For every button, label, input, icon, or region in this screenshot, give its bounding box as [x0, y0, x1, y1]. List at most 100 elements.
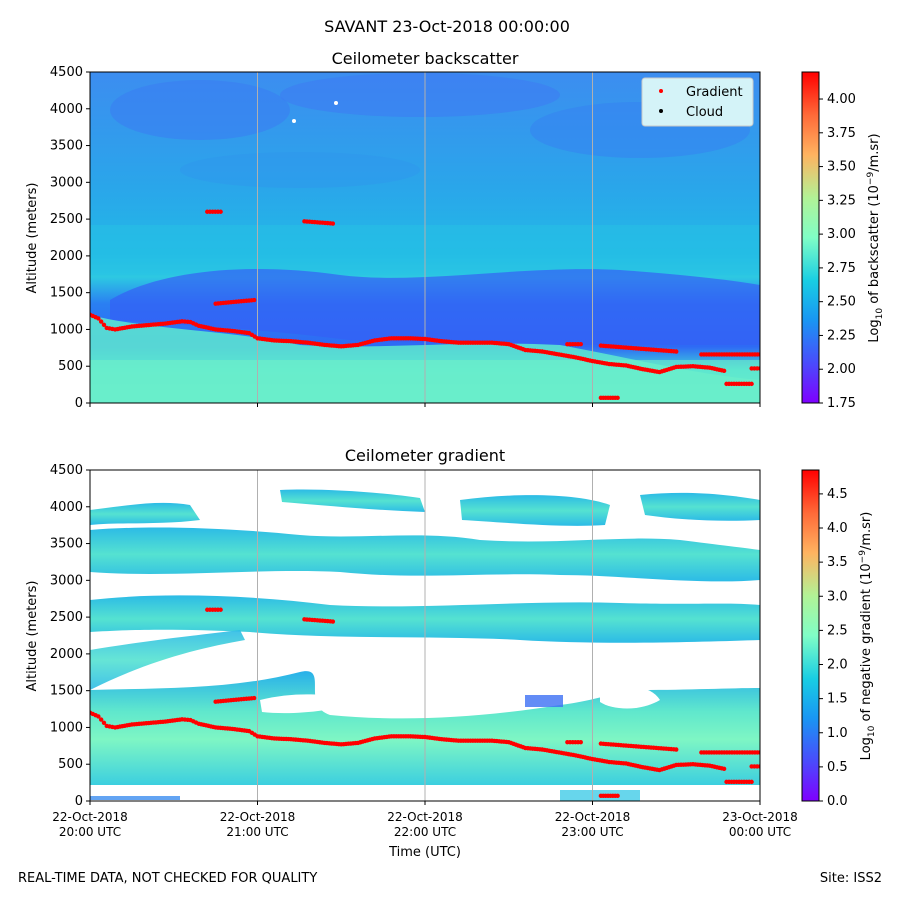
backscatter-colorbar	[801, 71, 820, 404]
colorbar-tick-label: 2.5	[827, 623, 848, 638]
gradient-point	[757, 352, 760, 357]
gradient-point	[330, 221, 336, 226]
x-tick-date: 22-Oct-2018	[220, 810, 296, 824]
y-tick-label: 4500	[50, 65, 83, 80]
colorbar-tick-label: 2.25	[827, 328, 856, 343]
x-tick-time: 22:00 UTC	[394, 825, 456, 839]
y-tick-label: 1500	[50, 684, 83, 699]
y-tick-label: 1000	[50, 322, 83, 337]
gradient-point	[615, 793, 620, 799]
colorbar-tick-label: 3.0	[827, 589, 848, 604]
legend-gradient-label: Gradient	[686, 85, 743, 100]
y-tick-label: 3500	[50, 537, 83, 552]
gradient-point	[749, 779, 754, 785]
gradient-point	[721, 368, 727, 374]
backscatter-panel-title: Ceilometer backscatter	[332, 49, 519, 68]
colorbar-tick-label: 0.0	[827, 794, 848, 809]
gradient-point	[674, 747, 679, 752]
gradient-point	[721, 766, 727, 772]
gradient-point	[96, 714, 101, 719]
gradient-point	[749, 381, 754, 387]
x-tick-time: 00:00 UTC	[729, 825, 791, 839]
y-tick-label: 1000	[50, 720, 83, 735]
gradient-point	[96, 316, 101, 321]
gradient-point	[98, 319, 104, 324]
gradient-point	[674, 349, 679, 354]
backscatter-x-ticks	[89, 403, 761, 407]
backscatter-gridlines	[257, 72, 593, 403]
gradient-point	[251, 695, 257, 701]
y-tick-label: 0	[75, 794, 83, 809]
y-tick-label: 4500	[50, 463, 83, 478]
colorbar-tick-label: 1.5	[827, 692, 848, 707]
gradient-point	[615, 395, 620, 401]
gradient-panel-title: Ceilometer gradient	[345, 446, 505, 465]
colorbar-tick-label: 4.00	[827, 92, 856, 107]
y-tick-label: 500	[58, 757, 83, 772]
colorbar-tick-label: 3.75	[827, 126, 856, 141]
gradient-y-label: Altitude (meters)	[25, 581, 40, 692]
colorbar-tick-label: 3.00	[827, 227, 856, 242]
legend-cloud-label: Cloud	[686, 105, 723, 120]
gradient-point	[98, 717, 104, 722]
colorbar-tick-label: 3.25	[827, 193, 856, 208]
x-tick-date: 22-Oct-2018	[387, 810, 463, 824]
x-tick-time: 21:00 UTC	[226, 825, 288, 839]
y-tick-label: 3500	[50, 139, 83, 154]
y-tick-label: 2500	[50, 212, 83, 227]
gradient-gradient-marks	[90, 607, 760, 799]
backscatter-colorbar-ticks: 1.75 2.00 2.25 2.50 2.75 3.00 3.25 3.50 3.75 4.00	[819, 92, 856, 411]
colorbar-tick-label: 2.00	[827, 362, 856, 377]
backscatter-legend: Gradient Cloud	[641, 77, 754, 127]
colorbar-tick-label: 3.50	[827, 160, 856, 175]
gradient-point	[218, 607, 223, 612]
y-tick-label: 500	[58, 359, 83, 374]
y-tick-label: 0	[75, 396, 83, 411]
backscatter-y-ticks: 0 500 1000 1500 2000 2500 3000 3500 4000 4500	[50, 65, 90, 411]
colorbar-tick-label: 2.75	[827, 261, 856, 276]
gradient-gridlines	[257, 470, 593, 801]
colorbar-tick-label: 2.50	[827, 295, 856, 310]
gradient-colorbar	[801, 469, 820, 802]
colorbar-tick-label: 1.0	[827, 726, 848, 741]
y-tick-label: 4000	[50, 500, 83, 515]
gradient-point	[757, 764, 760, 769]
colorbar-tick-label: 1.75	[827, 396, 856, 411]
gradient-y-ticks: 0 500 1000 1500 2000 2500 3000 3500 4000 4500	[50, 463, 90, 809]
colorbar-tick-label: 2.0	[827, 658, 848, 673]
y-tick-label: 2000	[50, 249, 83, 264]
y-tick-label: 2500	[50, 610, 83, 625]
x-tick-time: 23:00 UTC	[561, 825, 623, 839]
y-tick-label: 1500	[50, 286, 83, 301]
gradient-point	[757, 750, 760, 755]
time-axis-label: Time (UTC)	[388, 845, 461, 860]
gradient-point	[101, 720, 107, 725]
site-label: Site: ISS2	[820, 871, 882, 886]
figure-title: SAVANT 23-Oct-2018 00:00:00	[324, 17, 570, 36]
gradient-point	[578, 739, 583, 745]
legend-cloud-marker	[659, 109, 663, 113]
y-tick-label: 3000	[50, 175, 83, 190]
x-tick-date: 22-Oct-2018	[555, 810, 631, 824]
gradient-colorbar-ticks: 0.0 0.5 1.0 1.5 2.0 2.5 3.0 3.5 4.0 4.5	[819, 487, 848, 809]
gradient-point	[578, 341, 583, 347]
colorbar-tick-label: 4.5	[827, 487, 848, 502]
colorbar-tick-label: 0.5	[827, 760, 848, 775]
y-tick-label: 3000	[50, 573, 83, 588]
gradient-point	[101, 322, 107, 327]
backscatter-y-label: Altitude (meters)	[25, 183, 40, 294]
gradient-colorbar-label: Log10 of negative gradient (10−9/m.sr)	[858, 512, 877, 761]
x-tick-date: 23-Oct-2018	[722, 810, 798, 824]
backscatter-colorbar-label: Log10 of backscatter (10−9/m.sr)	[866, 133, 885, 342]
legend-gradient-marker	[659, 89, 663, 93]
y-tick-label: 2000	[50, 647, 83, 662]
colorbar-tick-label: 3.5	[827, 555, 848, 570]
gradient-point	[251, 297, 257, 303]
gradient-point	[218, 209, 223, 214]
gradient-point	[330, 619, 336, 624]
gradient-point	[757, 366, 760, 371]
x-tick-date: 22-Oct-2018	[52, 810, 128, 824]
quality-notice: REAL-TIME DATA, NOT CHECKED FOR QUALITY	[18, 871, 317, 886]
